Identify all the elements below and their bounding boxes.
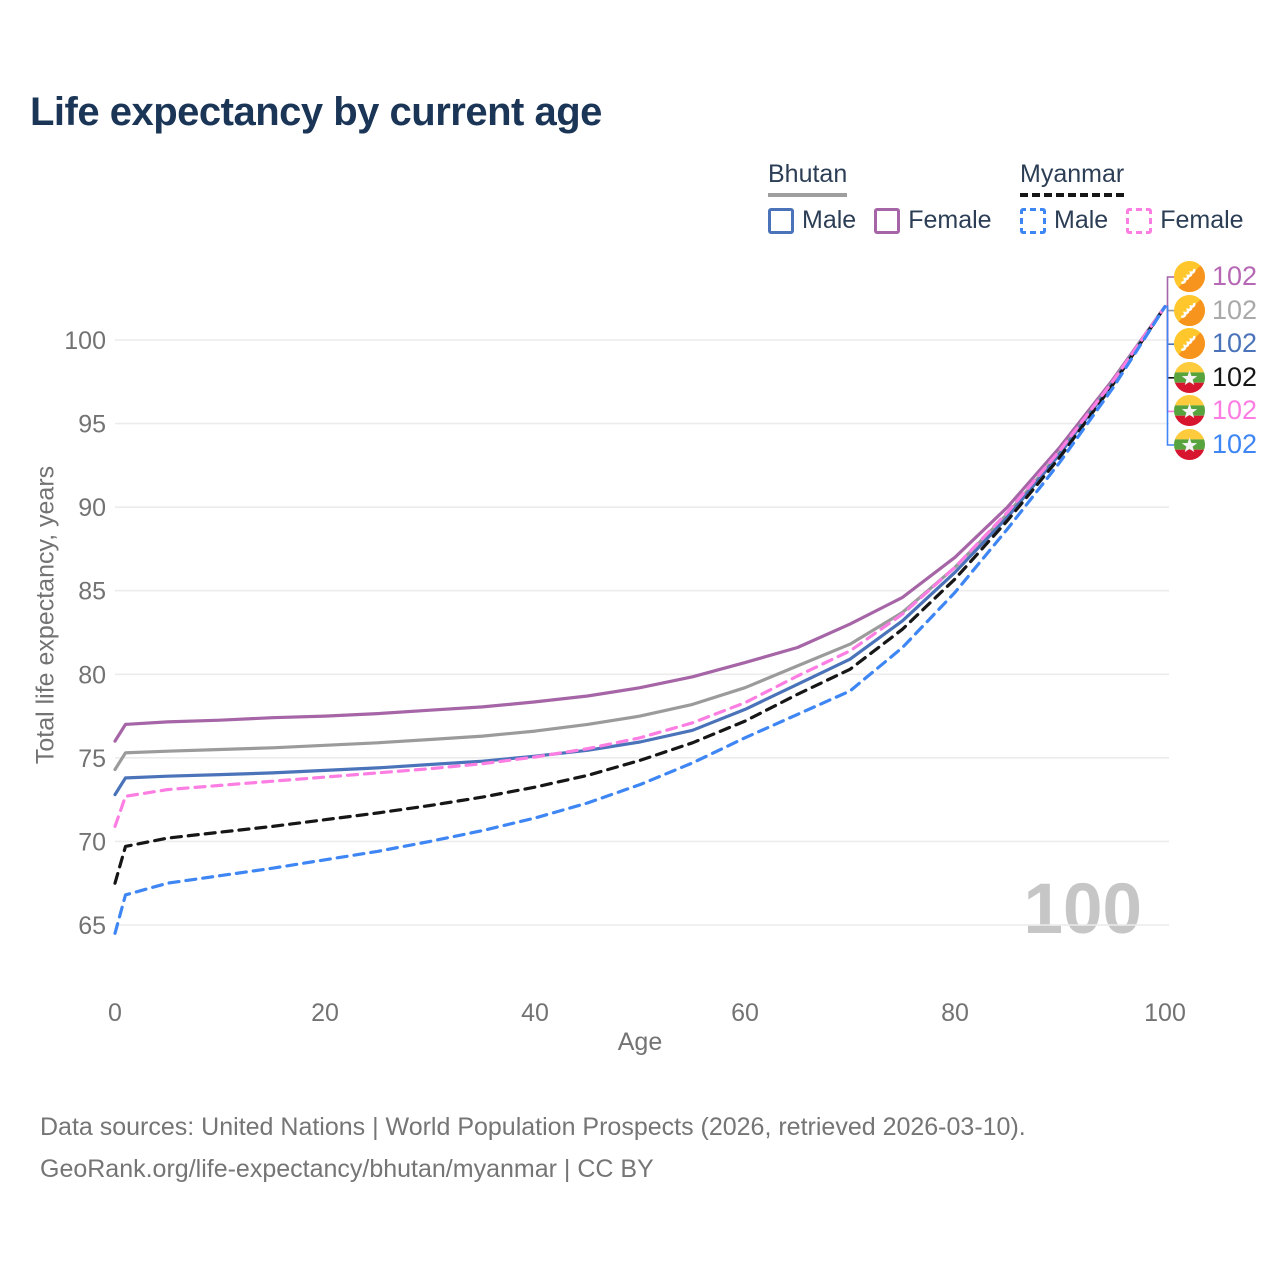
bhutan-flag-icon <box>1174 261 1205 292</box>
line-bhutan-male <box>113 305 1167 797</box>
svg-text:100: 100 <box>64 327 106 355</box>
footer-url: GeoRank.org/life-expectancy/bhutan/myanm… <box>40 1155 654 1183</box>
myanmar-female-swatch-icon <box>1126 207 1153 234</box>
legend-group-bhutan: Bhutan Male Female <box>768 160 992 235</box>
gridlines <box>115 339 1169 926</box>
svg-text:0: 0 <box>108 999 122 1027</box>
end-label-bhutan-both: 102 <box>1174 294 1258 326</box>
bhutan-male-swatch-icon <box>768 207 794 234</box>
legend-country-bhutan: Bhutan <box>768 160 848 197</box>
myanmar-flag-icon <box>1174 395 1205 427</box>
svg-text:65: 65 <box>78 912 106 940</box>
end-label-leader-lines <box>1165 276 1174 446</box>
bhutan-flag-icon <box>1174 294 1205 326</box>
svg-text:80: 80 <box>941 999 969 1027</box>
legend-item-bhutan-male[interactable]: Male <box>768 206 856 235</box>
x-axis-title: Age <box>617 1028 663 1056</box>
svg-text:95: 95 <box>78 411 106 439</box>
line-myanmar-female <box>113 305 1167 829</box>
end-label-bhutan-female: 102 <box>1174 261 1257 292</box>
legend-item-myanmar-male[interactable]: Male <box>1020 206 1108 235</box>
svg-text:70: 70 <box>78 828 106 856</box>
x-axis-tick-labels: 0 20 40 60 80 100 <box>108 999 1186 1027</box>
age-watermark: 100 <box>1023 870 1142 949</box>
end-label-value: 102 <box>1212 429 1258 459</box>
legend-country-myanmar: Myanmar <box>1020 160 1125 197</box>
legend-item-label: Male <box>802 206 857 234</box>
bhutan-flag-icon <box>1174 328 1205 360</box>
y-axis-title: Total life expectancy, years <box>31 465 60 765</box>
end-label-bhutan-male: 102 <box>1174 328 1258 360</box>
end-label-myanmar-female: 102 <box>1174 395 1258 427</box>
end-label-myanmar-both: 102 <box>1174 361 1258 393</box>
y-axis-tick-labels: 65 70 75 80 85 90 95 100 <box>64 327 106 940</box>
footer-data-sources: Data sources: United Nations | World Pop… <box>40 1113 1026 1141</box>
myanmar-male-swatch-icon <box>1020 207 1046 234</box>
end-label-value: 102 <box>1212 328 1258 359</box>
myanmar-flag-icon <box>1174 429 1205 460</box>
svg-text:60: 60 <box>731 999 759 1027</box>
svg-text:20: 20 <box>311 999 339 1027</box>
end-label-value: 102 <box>1212 361 1258 392</box>
page-title: Life expectancy by current age <box>30 90 602 134</box>
svg-text:100: 100 <box>1144 999 1186 1027</box>
bhutan-female-swatch-icon <box>874 207 901 234</box>
svg-text:90: 90 <box>78 494 106 522</box>
svg-text:40: 40 <box>521 999 549 1027</box>
svg-text:80: 80 <box>78 661 106 689</box>
line-myanmar-male <box>113 305 1167 935</box>
legend-item-label: Male <box>1054 206 1109 234</box>
legend-item-bhutan-female[interactable]: Female <box>874 206 992 235</box>
legend-group-myanmar: Myanmar Male Female <box>1020 160 1244 235</box>
end-label-myanmar-male: 102 <box>1174 429 1257 460</box>
line-myanmar-both <box>113 305 1167 885</box>
legend-items-bhutan: Male Female <box>768 206 992 235</box>
end-label-value: 102 <box>1212 294 1258 325</box>
svg-text:75: 75 <box>78 745 106 773</box>
legend-item-label: Female <box>908 206 992 234</box>
line-bhutan-female <box>113 305 1167 743</box>
end-label-value: 102 <box>1212 395 1258 426</box>
legend-item-myanmar-female[interactable]: Female <box>1126 206 1244 235</box>
legend-items-myanmar: Male Female <box>1020 206 1244 235</box>
footer: Data sources: United Nations | World Pop… <box>40 1106 1026 1190</box>
legend-item-label: Female <box>1160 206 1244 234</box>
myanmar-flag-icon <box>1174 361 1205 393</box>
line-bhutan-both <box>113 305 1167 772</box>
end-label-value: 102 <box>1212 261 1258 291</box>
svg-text:85: 85 <box>78 578 106 606</box>
